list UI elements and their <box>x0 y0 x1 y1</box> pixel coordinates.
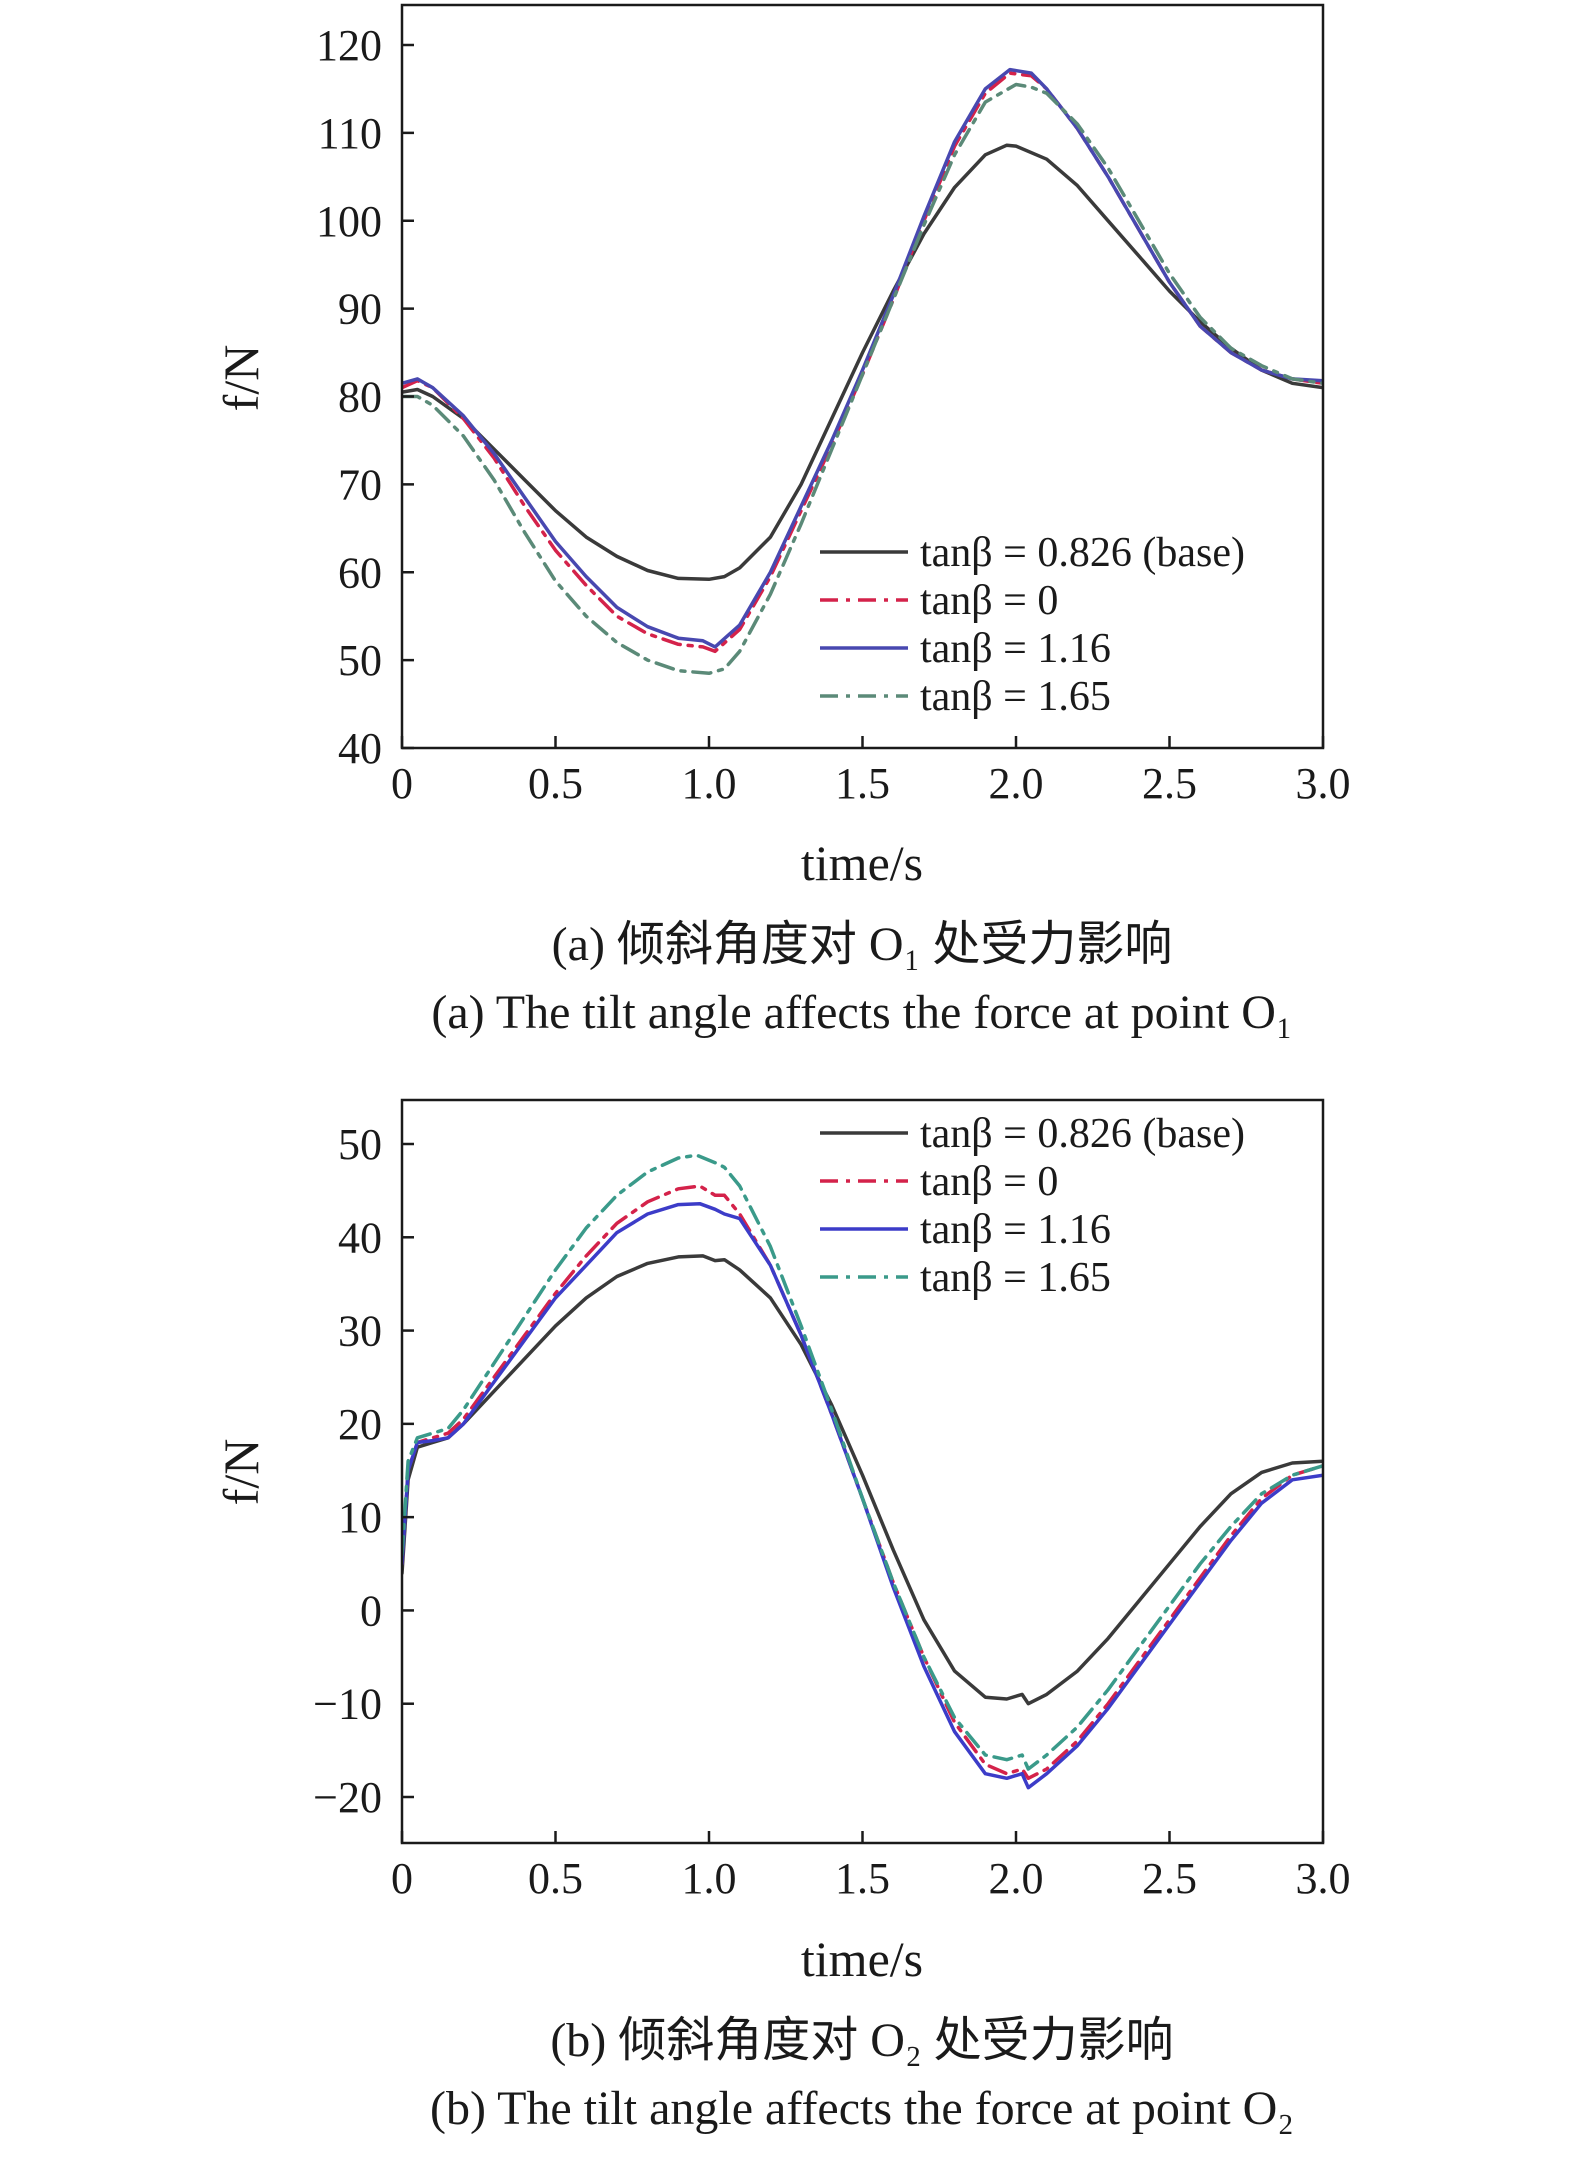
chart-a-x-tick-label: 0.5 <box>528 759 583 808</box>
chart-b-x-tick-label: 2.5 <box>1142 1854 1197 1903</box>
chart-b-x-tick-label: 0 <box>391 1854 413 1903</box>
chart-a-series-group <box>402 67 1323 676</box>
chart-b-plot-area: 0 0.5 1.0 1.5 2.0 2.5 3.0 −20 −10 0 10 20 30 40 50 tanβ… <box>313 1098 1351 1903</box>
chart-a-plot-area: 0 0.5 1.0 1.5 2.0 2.5 3.0 40 50 60 70 80 90 100 110 120… <box>316 3 1351 808</box>
chart-a-y-tick-label: 80 <box>338 373 382 422</box>
chart-b-legend-label-2: tanβ = 1.16 <box>920 1207 1111 1253</box>
chart-a-legend-label-0: tanβ = 0.826 (base) <box>920 530 1245 576</box>
chart-a-y-tick-label: 110 <box>318 109 382 158</box>
chart-a-legend-label-1: tanβ = 0 <box>920 578 1058 624</box>
chart-b-series-line-1 <box>402 1184 1323 1781</box>
chart-b-y-tick-label: −20 <box>313 1773 382 1822</box>
chart-a-legend-label-3: tanβ = 1.65 <box>920 674 1111 720</box>
chart-a-series-line-0 <box>402 143 1323 582</box>
chart-b-series-group <box>402 1153 1323 1790</box>
chart-a-x-tick-label: 0 <box>391 759 413 808</box>
chart-b-x-tick-label: 1.0 <box>682 1854 737 1903</box>
chart-b-caption-cn: (b) 倾斜角度对 O₂ 处受力影响 <box>550 2014 1173 2067</box>
chart-a-y-tick-label: 70 <box>338 460 382 509</box>
chart-a-y-tick-label: 50 <box>338 636 382 685</box>
chart-b-series-line-3 <box>402 1153 1323 1771</box>
chart-b-legend-label-1: tanβ = 0 <box>920 1159 1058 1205</box>
chart-b-y-tick-label: 30 <box>338 1307 382 1356</box>
chart-b-legend-label-3: tanβ = 1.65 <box>920 1255 1111 1301</box>
chart-b-y-tick-label: 10 <box>338 1493 382 1542</box>
chart-b-y-tick-label: 20 <box>338 1400 382 1449</box>
chart-a-y-tick-label: 90 <box>338 285 382 334</box>
chart-a-x-tick-label: 1.0 <box>682 759 737 808</box>
chart-a-y-tick-label: 100 <box>316 197 382 246</box>
chart-a-y-tick-label: 40 <box>338 724 382 773</box>
chart-a-series-line-3 <box>402 82 1323 676</box>
chart-a-caption-en: (a) The tilt angle affects the force at … <box>431 986 1292 1039</box>
chart-b-legend-label-0: tanβ = 0.826 (base) <box>920 1111 1245 1157</box>
chart-b-y-tick-label: −10 <box>313 1680 382 1729</box>
chart-b-x-tick-label: 3.0 <box>1296 1854 1351 1903</box>
chart-a-y-tick-label: 60 <box>338 548 382 597</box>
chart-b-x-tick-label: 2.0 <box>989 1854 1044 1903</box>
chart-a-y-tick-label: 120 <box>316 21 382 70</box>
chart-a-x-tick-label: 2.0 <box>989 759 1044 808</box>
chart-a-x-tick-label: 3.0 <box>1296 759 1351 808</box>
chart-b-y-axis-label: f/N <box>213 1439 269 1506</box>
chart-b-y-tick-label: 40 <box>338 1213 382 1262</box>
chart-a-y-axis-label: f/N <box>213 345 269 412</box>
chart-a-x-tick-label: 2.5 <box>1142 759 1197 808</box>
chart-a-x-axis-label: time/s <box>801 835 923 891</box>
chart-b-x-tick-label: 0.5 <box>528 1854 583 1903</box>
chart-b-caption-en: (b) The tilt angle affects the force at … <box>430 2082 1294 2135</box>
chart-a: 0 0.5 1.0 1.5 2.0 2.5 3.0 40 50 60 70 80 90 100 110 120… <box>213 3 1351 1039</box>
chart-a-caption-cn: (a) 倾斜角度对 O₁ 处受力影响 <box>552 918 1173 971</box>
chart-b-x-tick-label: 1.5 <box>835 1854 890 1903</box>
chart-b-series-line-0 <box>402 1254 1323 1706</box>
chart-b-series-line-2 <box>402 1201 1323 1790</box>
chart-b-y-tick-label: 0 <box>360 1586 382 1635</box>
chart-b-y-tick-label: 50 <box>338 1120 382 1169</box>
chart-a-legend-label-2: tanβ = 1.16 <box>920 626 1111 672</box>
chart-b-x-axis-label: time/s <box>801 1931 923 1987</box>
chart-b: 0 0.5 1.0 1.5 2.0 2.5 3.0 −20 −10 0 10 20 30 40 50 tanβ… <box>213 1098 1351 2135</box>
chart-a-series-line-2 <box>402 67 1323 649</box>
chart-a-x-tick-label: 1.5 <box>835 759 890 808</box>
